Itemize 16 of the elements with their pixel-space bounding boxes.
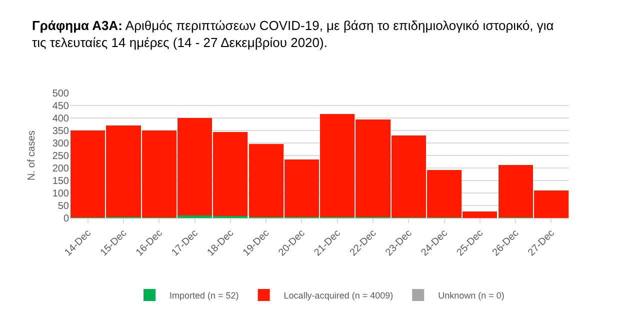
y-tick-label: 100 xyxy=(52,188,70,200)
y-axis-title: N. of cases xyxy=(26,130,38,181)
y-tick-label: 300 xyxy=(52,138,70,150)
y-tick-label: 150 xyxy=(52,176,70,187)
legend-label: Locally-acquired (n = 4009) xyxy=(284,290,394,301)
y-tick-label: 450 xyxy=(52,101,70,112)
chart-title: Γράφημα Α3Α: Αριθμός περιπτώσεων COVID-19, με βάση το επιδημιολογικό ιστορικό, για τις τελευταίες 14 ημέρες (14 - 27 Δεκεμβρίου 2020). xyxy=(32,18,554,50)
y-tick-label: 400 xyxy=(52,114,70,124)
legend-label: Imported (n = 52) xyxy=(170,290,239,301)
y-tick-label: 250 xyxy=(52,151,70,162)
y-tick-label: 50 xyxy=(58,201,70,212)
y-tick-label: 200 xyxy=(52,164,70,174)
y-tick-label: 0 xyxy=(63,214,70,224)
legend-label: Unknown (n = 0) xyxy=(438,290,504,301)
y-tick-label: 350 xyxy=(52,126,70,137)
y-tick-label: 500 xyxy=(52,88,70,100)
